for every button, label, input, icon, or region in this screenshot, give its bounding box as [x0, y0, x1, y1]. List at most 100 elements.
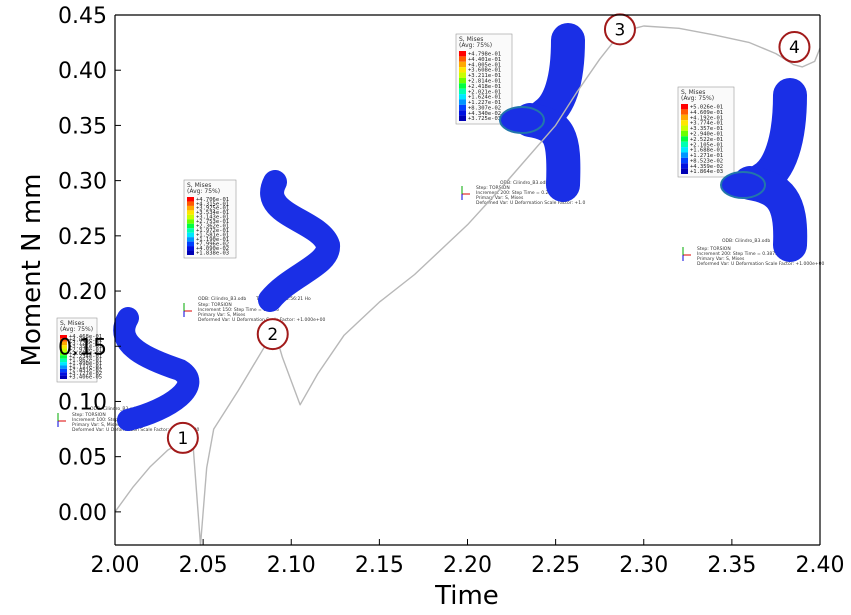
contour-legend-value: +1.227e-01	[468, 100, 501, 106]
contour-color-band	[60, 335, 67, 339]
contour-legend-value: +2.362e-01	[196, 224, 229, 230]
contour-color-band	[187, 228, 194, 233]
series-layer	[114, 25, 821, 546]
contour-color-band	[681, 114, 688, 121]
contour-color-band	[187, 201, 194, 206]
contour-legend-value: +2.418e-01	[468, 84, 501, 90]
contour-legend-value: +1.864e-03	[690, 169, 723, 175]
contour-legend-title: S, Mises	[187, 182, 211, 189]
frame-metadata-line: Increment 200: Step Time = 0.3875	[697, 251, 778, 257]
odb-caption: ODB: Cilindro_B3.odb	[90, 406, 138, 412]
contour-color-band	[187, 250, 194, 255]
contour-legend-value: +1.190e-01	[196, 237, 229, 243]
contour-color-band	[459, 94, 466, 100]
contour-legend-value: +5.026e-01	[690, 105, 723, 111]
contour-color-band	[681, 125, 688, 131]
contour-color-band	[459, 61, 466, 68]
frame-metadata-line: Deformed Var: U Deformation Scale Factor…	[198, 317, 325, 323]
frame-metadata-line: Increment 150: Step Time = 0.0895	[198, 307, 279, 313]
y-tick-label: 0.20	[58, 280, 107, 305]
contour-color-band	[187, 223, 194, 229]
contour-color-band	[681, 120, 688, 126]
contour-legend-value: +1.862e-01	[69, 358, 102, 364]
contour-color-band	[60, 372, 67, 376]
contour-legend-value: +3.143e-01	[196, 215, 229, 221]
contour-legend-avg: (Avg: 75%)	[60, 326, 93, 333]
x-tick-label: 2.35	[707, 553, 756, 578]
annotation-marker-3	[603, 13, 636, 46]
contour-legend-value: +1.581e-01	[196, 232, 229, 238]
contour-color-band	[60, 351, 67, 356]
contour-legend-title: S, Mises	[681, 89, 705, 96]
frame-metadata-line: Deformed Var: U Deformation Scale Factor…	[476, 200, 585, 206]
contour-color-band	[681, 152, 688, 158]
contour-color-band	[459, 77, 466, 84]
contour-legend-value: +3.211e-01	[468, 73, 501, 79]
contour-legend-value: +2.234e-01	[69, 354, 102, 360]
y-tick-label: 0.45	[58, 4, 107, 29]
contour-legend-value: +3.534e-01	[196, 210, 229, 216]
annotation-marker-1	[166, 421, 199, 454]
frame-metadata-line: Primary Var: S, Mises	[198, 312, 246, 318]
contour-color-band	[459, 67, 466, 73]
deformed-tubes	[113, 23, 808, 431]
contour-color-band	[187, 197, 194, 202]
y-tick-label: 0.25	[58, 225, 107, 250]
contour-legend-value: +1.271e-01	[690, 153, 723, 159]
contour-legend-avg: (Avg: 75%)	[187, 188, 220, 195]
y-tick-label: 0.10	[58, 390, 107, 415]
contour-color-band	[60, 368, 67, 373]
contour-legend-value: +2.753e-01	[196, 219, 229, 225]
contour-color-band	[60, 338, 67, 342]
annotation-label-4: 4	[789, 38, 800, 58]
contour-color-band	[681, 163, 688, 169]
frame-metadata-line: Primary Var: S, Mises	[72, 422, 120, 428]
contour-legend-value: +1.972e-01	[196, 228, 229, 234]
contour-legend-value: +4.706e-01	[196, 197, 229, 203]
contour-color-band	[187, 232, 194, 238]
frame-metadata-line: Step: TORSION	[476, 185, 510, 191]
contour-color-band	[60, 362, 67, 366]
contour-legend-value: +4.468e-01	[69, 334, 102, 340]
contour-legend-value: +4.798e-01	[468, 52, 501, 58]
contour-legend-value: +1.117e-01	[69, 364, 102, 370]
contour-legend-value: +2.940e-01	[690, 132, 723, 138]
annotation-marker-4	[778, 31, 811, 64]
contour-legend-value: +3.723e-01	[69, 341, 102, 347]
contour-color-band	[60, 355, 67, 359]
x-tick-label: 2.00	[91, 553, 140, 578]
contour-color-band	[60, 345, 67, 349]
contour-color-band	[187, 246, 194, 251]
contour-legend-value: +7.996e-02	[196, 241, 229, 247]
annotation-markers: 1 2 3 4	[166, 13, 811, 454]
contour-color-band	[187, 237, 194, 242]
contour-color-band	[681, 157, 688, 164]
contour-color-band	[681, 147, 688, 153]
frame-metadata-line: Deformed Var: U Deformation Scale Factor…	[72, 427, 199, 433]
contour-legend-value: +3.725e-03	[468, 116, 501, 122]
contour-legend-value: +2.021e-01	[468, 89, 501, 95]
contour-color-band	[459, 56, 466, 62]
contour-legend-value: +7.451e-02	[69, 368, 102, 374]
contour-color-band	[60, 348, 67, 352]
contour-color-band	[459, 110, 466, 116]
annotation-label-3: 3	[615, 20, 626, 40]
contour-legend-value: +2.522e-01	[690, 137, 723, 143]
contour-color-band	[681, 141, 688, 148]
contour-color-band	[459, 72, 466, 78]
contour-legend-title: S, Mises	[60, 320, 84, 327]
contour-color-band	[459, 115, 466, 121]
deformed-tube-4-end	[720, 171, 766, 199]
x-tick-label: 2.05	[179, 553, 228, 578]
frame-metadata-line: Step: TORSION	[72, 412, 106, 418]
contour-legend-value: +3.406e-05	[69, 374, 102, 380]
frame-metadata-line: Primary Var: S, Mises	[697, 256, 745, 262]
contour-legend-value: +2.814e-01	[468, 79, 501, 85]
contour-color-band	[459, 88, 466, 95]
contour-color-band	[459, 51, 466, 57]
contour-legend-avg: (Avg: 75%)	[459, 42, 492, 49]
contour-legend-value: +3.357e-01	[690, 126, 723, 132]
deformed-tube-1	[113, 307, 200, 431]
annotation-label-2: 2	[267, 325, 278, 345]
